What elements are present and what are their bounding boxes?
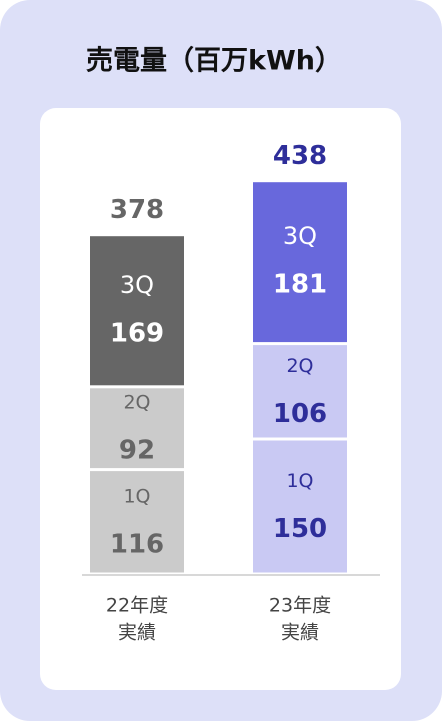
total-label: 378	[110, 195, 164, 225]
data-label: 150	[273, 514, 327, 544]
bar-segment	[90, 236, 184, 386]
x-tick-label: 実績	[281, 622, 319, 644]
data-label: 181	[273, 270, 327, 300]
segment-name: 1Q	[123, 485, 150, 507]
bar-segment	[253, 345, 347, 438]
x-tick-label: 22年度	[106, 595, 168, 617]
bar-segment	[253, 440, 347, 573]
x-tick-label: 実績	[118, 622, 156, 644]
data-label: 92	[119, 436, 155, 466]
bar-segment	[90, 388, 184, 469]
segment-name: 3Q	[283, 222, 317, 250]
data-label: 106	[273, 399, 327, 429]
bar-segment	[90, 471, 184, 573]
x-tick-label: 23年度	[269, 595, 331, 617]
data-label: 169	[110, 318, 164, 348]
segment-name: 2Q	[286, 355, 313, 377]
data-label: 116	[110, 529, 164, 559]
bar-segment	[253, 182, 347, 343]
segment-name: 3Q	[120, 271, 154, 299]
segment-name: 2Q	[123, 392, 150, 414]
segment-name: 1Q	[286, 470, 313, 492]
chart-title: 売電量（百万kWh）	[86, 46, 342, 77]
total-label: 438	[273, 141, 327, 171]
